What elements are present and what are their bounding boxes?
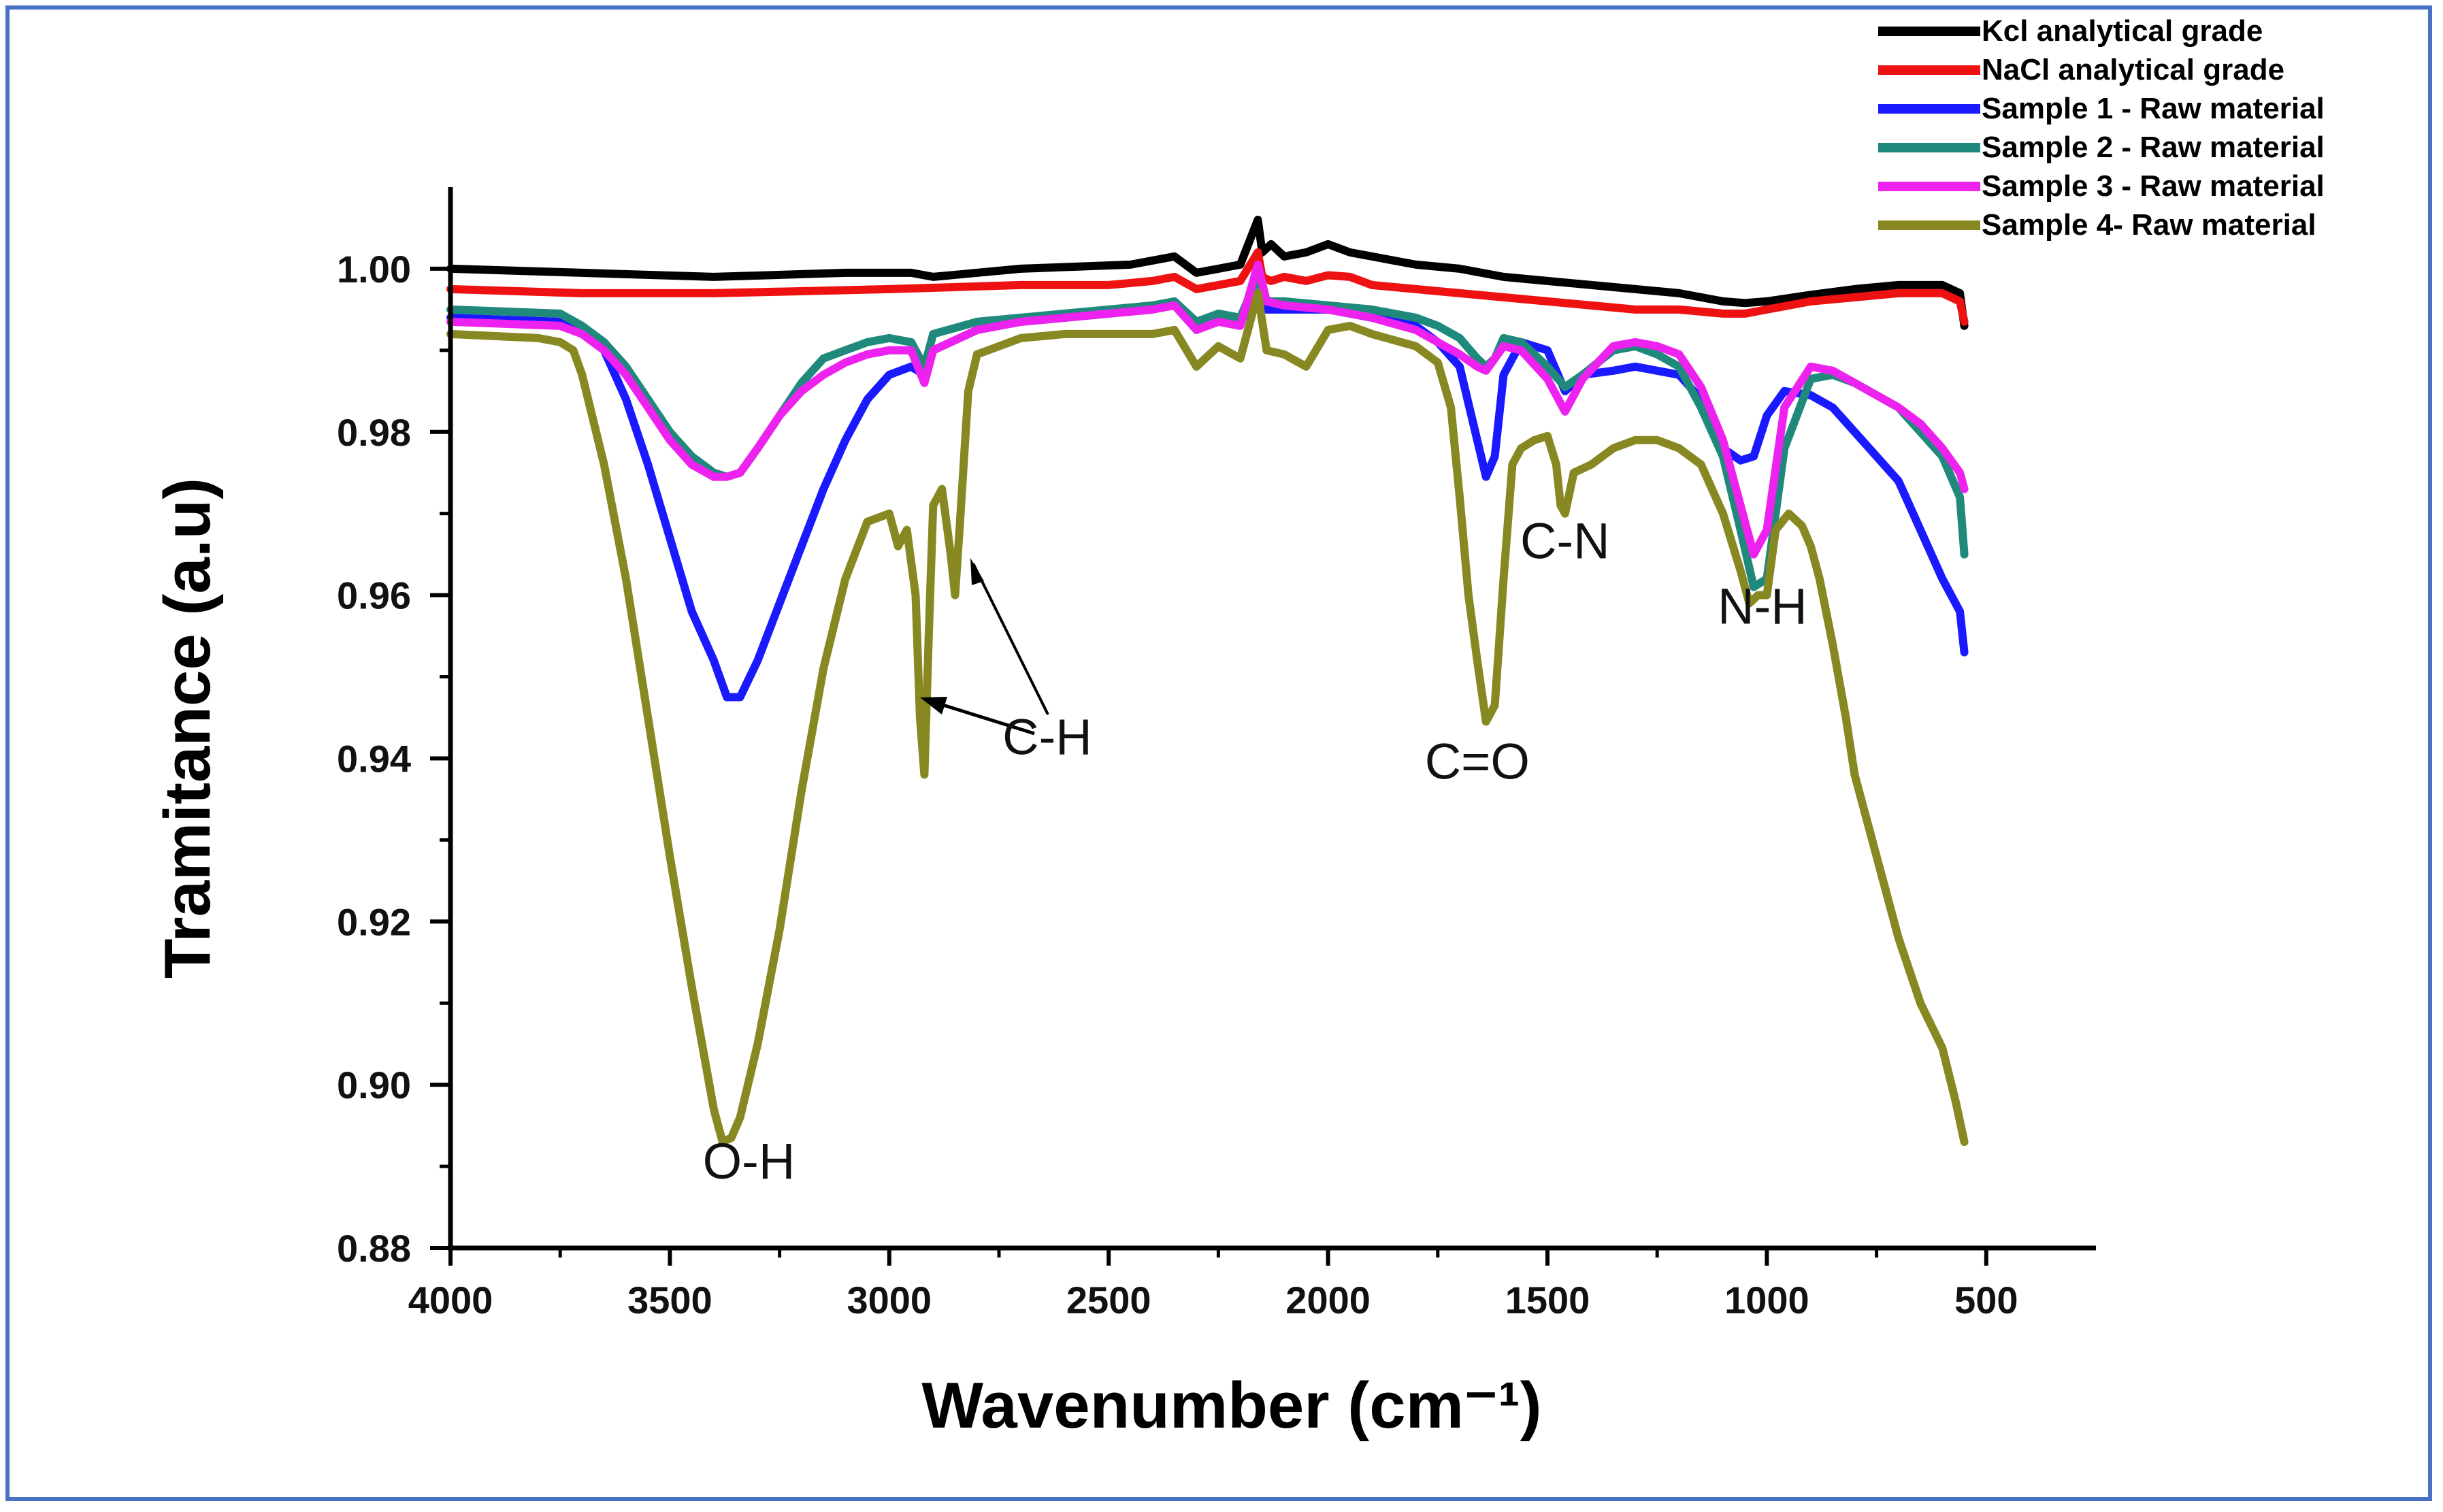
x-tick-label: 1500 <box>1505 1279 1590 1321</box>
series-line-6 <box>446 289 1969 1147</box>
series-line-1 <box>446 216 1969 330</box>
c-h-arrowhead-1 <box>920 697 947 714</box>
legend-label: Kcl analytical grade <box>1982 14 2263 48</box>
peak-label: C-N <box>1520 513 1610 570</box>
y-tick-label: 1.00 <box>337 248 411 291</box>
y-tick-label: 0.96 <box>337 574 411 617</box>
peak-label: O-H <box>703 1133 796 1189</box>
x-tick-label: 3000 <box>847 1279 932 1321</box>
series-line-2 <box>446 248 1969 326</box>
series-line-3 <box>446 289 1969 702</box>
y-tick-label: 0.88 <box>337 1227 411 1270</box>
c-h-arrow-2 <box>972 563 1049 715</box>
x-tick-label: 2500 <box>1066 1279 1151 1321</box>
x-tick-label: 4000 <box>408 1279 493 1321</box>
annotation-arrows <box>920 558 1049 736</box>
x-tick-label: 1000 <box>1724 1279 1809 1321</box>
legend-label: Sample 4- Raw material <box>1982 208 2316 242</box>
y-tick-label: 0.98 <box>337 411 411 454</box>
x-tick-label: 2000 <box>1285 1279 1371 1321</box>
legend-label: NaCl analytical grade <box>1982 53 2284 86</box>
legend-label: Sample 3 - Raw material <box>1982 169 2325 203</box>
ticks: 4000 3500 3000 2500 2000 1500 1000 500 0.88 0.90 0… <box>337 248 2018 1321</box>
peak-label: C=O <box>1425 733 1530 789</box>
x-tick-label: 500 <box>1954 1279 2018 1321</box>
y-tick-label: 0.92 <box>337 900 411 943</box>
y-tick-label: 0.90 <box>337 1064 411 1106</box>
legend: Kcl analytical grade NaCl analytical grad… <box>1878 14 2325 242</box>
annotations: O-H C-H C=O C-N N-H <box>703 513 1807 1189</box>
legend-label: Sample 2 - Raw material <box>1982 131 2325 164</box>
x-tick-label: 3500 <box>627 1279 712 1321</box>
y-tick-label: 0.94 <box>337 737 411 780</box>
legend-label: Sample 1 - Raw material <box>1982 92 2325 125</box>
y-axis-title: Tramitance (a.u) <box>151 478 224 979</box>
series-line-5 <box>446 260 1969 559</box>
peak-label: C-H <box>1002 708 1092 765</box>
c-h-arrowhead-2 <box>970 558 984 585</box>
axes <box>448 187 2096 1251</box>
x-axis-title: Wavenumber (cm⁻¹) <box>921 1369 1541 1442</box>
series-layer <box>446 216 1969 1147</box>
peak-label: N-H <box>1718 578 1807 635</box>
